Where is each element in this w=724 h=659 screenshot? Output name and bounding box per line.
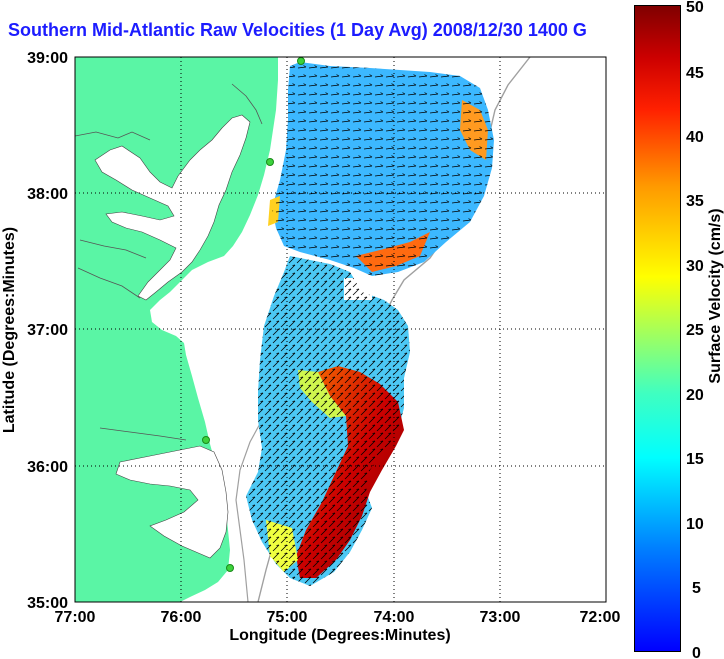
y-tick-label: 39:00	[27, 50, 68, 67]
x-tick-label: 73:00	[480, 609, 521, 626]
colorbar-label: Surface Velocity (cm/s)	[707, 208, 724, 383]
radar-station-marker	[202, 436, 210, 444]
colorbar-tick-label: 0	[692, 645, 701, 659]
x-tick-label: 76:00	[161, 609, 202, 626]
x-axis-label: Longitude (Degrees:Minutes)	[229, 627, 450, 644]
river	[75, 131, 151, 141]
colorbar	[634, 5, 681, 652]
grid-lines	[75, 57, 606, 602]
river	[231, 83, 263, 125]
colorbar-tick-label: 45	[686, 65, 704, 82]
colorbar-tick-label: 30	[686, 258, 704, 275]
x-tick-label: 72:00	[580, 609, 621, 626]
radar-station-marker	[266, 158, 274, 166]
chesapeake-bay	[94, 114, 251, 301]
river	[99, 427, 187, 441]
x-tick-label: 74:00	[374, 609, 415, 626]
radar-station-marker	[297, 57, 305, 65]
colorbar-tick-label: 20	[686, 387, 704, 404]
colorbar-tick-label: 5	[692, 580, 701, 597]
radar-station-marker	[226, 564, 234, 572]
y-tick-label: 36:00	[27, 459, 68, 476]
colorbar-tick-label: 50	[686, 0, 704, 16]
y-tick-label: 35:00	[27, 595, 68, 612]
river	[77, 267, 141, 299]
colorbar-tick-label: 25	[686, 322, 704, 339]
velocity-arrows-north	[272, 62, 494, 276]
river	[79, 239, 147, 259]
y-tick-label: 37:00	[27, 322, 68, 339]
colorbar-tick-label: 35	[686, 193, 704, 210]
velocity-arrows-south	[246, 256, 410, 586]
colorbar-tick-label: 15	[686, 451, 704, 468]
x-tick-label: 75:00	[267, 609, 308, 626]
colorbar-ticks: 50 45 40 35 30 25 20 15 10 5 0	[686, 0, 704, 659]
y-axis-label: Latitude (Degrees:Minutes)	[1, 227, 18, 433]
y-tick-label: 38:00	[27, 186, 68, 203]
x-tick-label: 77:00	[55, 609, 96, 626]
pamlico-sound	[115, 445, 229, 559]
plot-frame	[74, 56, 607, 603]
colorbar-tick-label: 40	[686, 129, 704, 146]
radar-stations	[202, 57, 305, 572]
colorbar-tick-label: 10	[686, 516, 704, 533]
map-title: Southern Mid-Atlantic Raw Velocities (1 …	[8, 20, 588, 40]
